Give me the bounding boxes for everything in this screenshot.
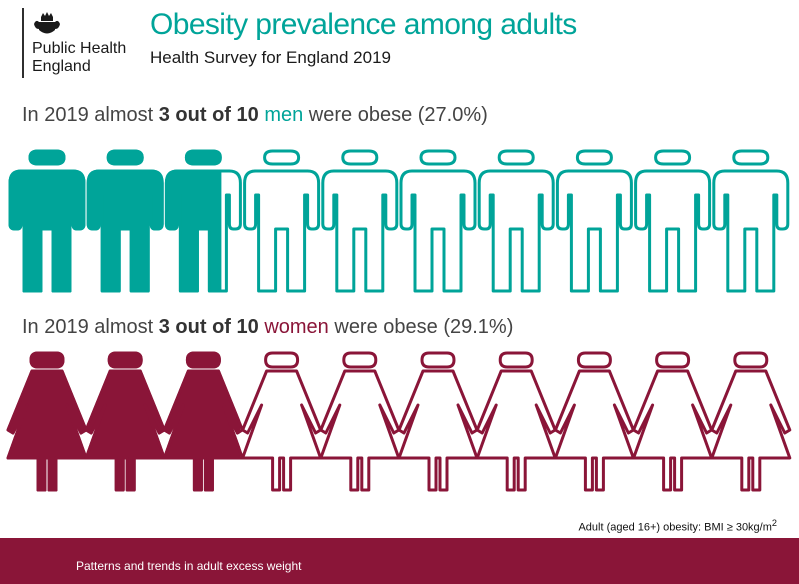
woman-icon xyxy=(553,351,635,492)
woman-icon xyxy=(397,351,479,492)
men-statement: In 2019 almost 3 out of 10 men were obes… xyxy=(22,104,488,127)
footer-text: Patterns and trends in adult excess weig… xyxy=(76,559,302,573)
woman-icon xyxy=(84,351,166,492)
woman-icon-fill xyxy=(84,351,166,492)
men-statement-highlight: 3 out of 10 xyxy=(158,104,259,126)
man-icon-outline xyxy=(712,149,790,293)
man-icon xyxy=(634,149,712,293)
man-icon-fill xyxy=(8,149,86,293)
obesity-definition-note: Adult (aged 16+) obesity: BMI ≥ 30kg/m2 xyxy=(578,518,777,534)
phe-logo: Public Health England xyxy=(22,8,140,78)
crest-icon xyxy=(34,12,60,34)
man-icon xyxy=(8,149,86,293)
obesity-definition-text: Adult (aged 16+) obesity: BMI ≥ 30kg/m xyxy=(578,521,772,534)
woman-icon-outline xyxy=(553,351,635,492)
woman-icon xyxy=(6,351,88,492)
woman-icon xyxy=(241,351,323,492)
org-name: Public Health England xyxy=(32,40,127,75)
woman-icon-outline xyxy=(475,351,557,492)
man-icon-outline xyxy=(399,149,477,293)
obesity-definition-superscript: 2 xyxy=(771,518,777,528)
woman-icon xyxy=(710,351,792,492)
man-icon xyxy=(86,149,164,293)
pictogram-chart xyxy=(6,149,792,492)
man-icon xyxy=(243,149,321,293)
woman-icon-fill xyxy=(162,351,241,492)
woman-icon-outline xyxy=(632,351,714,492)
woman-icon xyxy=(162,351,244,492)
page-subtitle: Health Survey for England 2019 xyxy=(150,48,391,67)
women-statement-prefix: In 2019 almost xyxy=(22,316,159,338)
man-icon-fill xyxy=(86,149,164,293)
woman-icon-fill xyxy=(6,351,88,492)
women-statement-suffix: were obese (29.1%) xyxy=(328,316,514,338)
man-icon xyxy=(399,149,477,293)
man-icon-outline xyxy=(477,149,555,293)
footer-bar: Patterns and trends in adult excess weig… xyxy=(0,538,799,584)
woman-icon-outline xyxy=(710,351,792,492)
woman-icon xyxy=(475,351,557,492)
man-icon xyxy=(321,149,399,293)
woman-icon-outline xyxy=(319,351,401,492)
man-icon xyxy=(555,149,633,293)
man-icon xyxy=(712,149,790,293)
man-icon xyxy=(164,149,242,293)
page-title: Obesity prevalence among adults xyxy=(150,8,577,41)
men-statement-prefix: In 2019 almost xyxy=(22,104,159,126)
woman-icon xyxy=(632,351,714,492)
man-icon-outline xyxy=(555,149,633,293)
women-statement-highlight: 3 out of 10 xyxy=(158,316,259,338)
man-icon xyxy=(477,149,555,293)
man-icon-outline xyxy=(243,149,321,293)
women-pictogram-row xyxy=(6,351,792,492)
logo-bar xyxy=(22,8,24,78)
man-icon-outline xyxy=(634,149,712,293)
woman-icon-outline xyxy=(241,351,323,492)
men-pictogram-row xyxy=(8,149,790,293)
women-statement: In 2019 almost 3 out of 10 women were ob… xyxy=(22,316,513,339)
woman-icon xyxy=(319,351,401,492)
men-statement-suffix: were obese (27.0%) xyxy=(303,104,488,126)
woman-icon-outline xyxy=(397,351,479,492)
women-statement-group: women xyxy=(264,316,329,338)
man-icon-outline xyxy=(321,149,399,293)
men-statement-group: men xyxy=(264,104,304,126)
